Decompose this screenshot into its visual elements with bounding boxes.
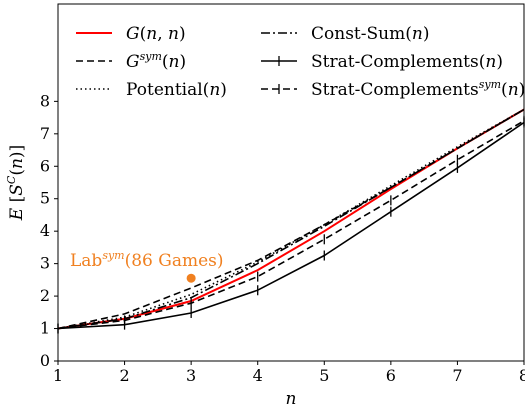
series-line-5: [57, 121, 525, 330]
x-axis-label: n: [286, 389, 297, 409]
series-line-3: [57, 108, 525, 330]
legend: G(n, n) Gsym(n) Potential(n) Const-Sum(n) St…: [76, 24, 525, 100]
annotation-point: [186, 273, 196, 283]
legend-label: G(n, n): [126, 24, 186, 44]
annotation-label: Labsym(86 Games): [70, 249, 224, 271]
x-tick-label: 5: [319, 366, 329, 385]
x-tick-label: 6: [386, 366, 396, 385]
legend-label: Strat-Complements(n): [311, 52, 503, 72]
y-axis-label: E [SC(n)]: [5, 145, 27, 221]
legend-label: Potential(n): [126, 80, 227, 100]
x-tick-label: 3: [186, 366, 196, 385]
y-tick-label: 2: [40, 286, 50, 305]
y-tick-label: 5: [40, 189, 50, 208]
y-tick-label: 1: [40, 319, 50, 338]
series-line-6: [57, 120, 525, 330]
y-tick-label: 8: [40, 91, 50, 110]
legend-label: Const-Sum(n): [311, 24, 429, 44]
series-line-2: [57, 108, 525, 330]
x-tick-label: 8: [519, 366, 525, 385]
y-tick-label: 4: [40, 221, 50, 240]
y-tick-label: 3: [40, 254, 50, 273]
annotation: Labsym(86 Games): [70, 249, 224, 283]
x-tick-label: 4: [253, 366, 263, 385]
x-tick-label: 7: [452, 366, 462, 385]
x-tick-label: 1: [53, 366, 63, 385]
legend-label: Strat-Complementssym(n): [311, 78, 525, 100]
series-line-4: [57, 108, 525, 330]
plot-frame: [57, 3, 525, 362]
y-tick-label: 0: [40, 351, 50, 370]
x-tick-label: 2: [119, 366, 129, 385]
series-lines: [57, 108, 525, 334]
y-tick-label: 6: [40, 156, 50, 175]
y-tick-label: 7: [40, 124, 50, 143]
series-line-1: [57, 108, 525, 330]
legend-label: Gsym(n): [126, 50, 186, 72]
